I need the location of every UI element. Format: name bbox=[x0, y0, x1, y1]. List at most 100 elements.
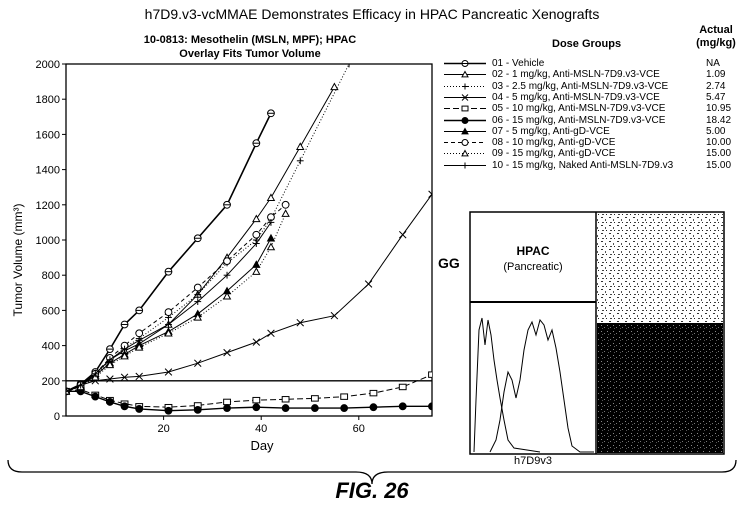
data-point bbox=[461, 70, 469, 78]
data-point bbox=[223, 404, 231, 412]
y-tick-label: 600 bbox=[42, 305, 60, 317]
data-point bbox=[461, 139, 469, 147]
legend-item: 04 - 5 mg/kg, Anti-MSLN-7D9.v3-VCE 5.47 bbox=[442, 92, 742, 103]
data-point bbox=[193, 313, 203, 321]
data-point bbox=[135, 329, 144, 338]
data-point bbox=[252, 230, 261, 239]
chart-title: h7D9.v3-vcMMAE Demonstrates Efficacy in … bbox=[144, 6, 600, 22]
data-point bbox=[428, 402, 432, 411]
y-tick-label: 400 bbox=[42, 341, 60, 353]
inset-x-label: h7D9v3 bbox=[514, 455, 552, 467]
data-point bbox=[281, 200, 290, 209]
data-point bbox=[252, 240, 260, 247]
data-point bbox=[223, 200, 231, 209]
y-tick-label: 2000 bbox=[36, 59, 60, 71]
x-tick-label: 60 bbox=[353, 423, 365, 435]
data-point bbox=[296, 157, 304, 165]
data-point bbox=[461, 149, 469, 157]
data-point bbox=[91, 392, 100, 401]
data-point bbox=[164, 328, 173, 337]
series-10 bbox=[66, 219, 275, 395]
legend-value-heading-line2: (mg/kg) bbox=[696, 37, 736, 49]
data-point bbox=[106, 356, 114, 364]
legend-actual-dose: 18.42 bbox=[706, 114, 732, 126]
legend-item: 02 - 1 mg/kg, Anti-MSLN-7D9.v3-VCE 1.09 bbox=[442, 69, 742, 80]
data-point bbox=[164, 406, 173, 415]
legend-label: 02 - 1 mg/kg, Anti-MSLN-7D9.v3-VCE bbox=[492, 69, 660, 81]
data-point bbox=[120, 402, 129, 411]
series-6 bbox=[66, 387, 432, 415]
data-point bbox=[223, 271, 231, 279]
legend-actual-dose: 10.95 bbox=[706, 103, 732, 115]
microscopy-image-dark bbox=[597, 323, 723, 453]
data-point bbox=[77, 381, 85, 389]
data-point bbox=[252, 139, 261, 148]
y-tick-label: 0 bbox=[54, 411, 60, 423]
data-point bbox=[120, 373, 129, 382]
data-point bbox=[194, 298, 202, 305]
data-point bbox=[340, 404, 349, 412]
data-point bbox=[194, 359, 202, 367]
legend-symbol bbox=[444, 94, 486, 101]
legend-actual-dose: 5.47 bbox=[706, 91, 726, 103]
chart-subtitle-line2: Overlay Fits Tumor Volume bbox=[179, 48, 321, 60]
legend-item: 06 - 15 mg/kg, Anti-MSLN-7D9.v3-VCE 18.42 bbox=[442, 115, 742, 126]
legend-item: 01 - Vehicle NA bbox=[442, 58, 742, 69]
data-point bbox=[165, 321, 172, 328]
legend-item: 09 - 15 mg/kg, Anti-gD-VCE 15.00 bbox=[442, 148, 742, 159]
data-point bbox=[267, 329, 275, 338]
legend-label: 01 - Vehicle bbox=[492, 58, 545, 69]
y-tick-label: 1400 bbox=[36, 165, 60, 177]
data-point bbox=[66, 387, 70, 395]
y-tick-label: 1600 bbox=[36, 129, 60, 141]
legend-value-heading-line1: Actual bbox=[699, 24, 733, 36]
x-axis-label: Day bbox=[250, 438, 274, 453]
legend-item: 03 - 2.5 mg/kg, Anti-MSLN-7D9.v3-VCE 2.74 bbox=[442, 81, 742, 92]
data-point bbox=[164, 308, 173, 317]
data-point bbox=[135, 372, 143, 381]
legend-heading: Dose Groups bbox=[552, 38, 622, 50]
data-point bbox=[369, 389, 378, 397]
data-point bbox=[462, 162, 468, 169]
data-point bbox=[223, 257, 231, 266]
chart-subtitle-line1: 10-0813: Mesothelin (MSLN, MPF); HPAC bbox=[143, 34, 357, 46]
legend-label: 10 - 15 mg/kg, Naked Anti-MSLN-7D9.v3 bbox=[492, 159, 674, 171]
legend-actual-dose: 2.74 bbox=[706, 80, 726, 92]
data-point bbox=[462, 83, 468, 90]
y-tick-label: 1200 bbox=[36, 200, 60, 212]
inset-title: HPAC bbox=[516, 244, 550, 258]
series-line bbox=[66, 374, 432, 408]
inset-border bbox=[469, 211, 725, 455]
legend-item: 10 - 15 mg/kg, Naked Anti-MSLN-7D9.v3 15.… bbox=[442, 160, 742, 171]
legend-symbol bbox=[444, 105, 486, 112]
series-line bbox=[66, 390, 432, 412]
data-point bbox=[120, 351, 129, 360]
data-point bbox=[281, 209, 290, 217]
x-tick-label: 20 bbox=[157, 423, 169, 435]
data-point bbox=[135, 405, 144, 413]
data-point bbox=[194, 291, 202, 298]
legend-actual-dose: 1.09 bbox=[706, 69, 726, 81]
data-point bbox=[345, 64, 353, 68]
legend-symbol bbox=[444, 139, 486, 147]
data-point bbox=[120, 320, 129, 329]
data-point bbox=[266, 242, 276, 251]
data-point bbox=[193, 283, 202, 292]
series-line bbox=[66, 213, 287, 392]
data-point bbox=[461, 127, 469, 135]
x-tick-label: 40 bbox=[255, 423, 267, 435]
data-point bbox=[310, 404, 319, 412]
figure-label: FIG. 26 bbox=[335, 478, 409, 503]
legend-label: 03 - 2.5 mg/kg, Anti-MSLN-7D9.v3-VCE bbox=[492, 80, 669, 92]
data-point bbox=[223, 348, 231, 357]
series-line bbox=[66, 193, 432, 392]
data-point bbox=[296, 318, 304, 327]
legend-label: 06 - 15 mg/kg, Anti-MSLN-7D9.v3-VCE bbox=[492, 114, 666, 126]
legend-actual-dose: 15.00 bbox=[706, 159, 732, 171]
legend-symbol bbox=[444, 70, 486, 78]
data-point bbox=[267, 109, 275, 118]
data-point bbox=[252, 403, 261, 412]
legend-symbol bbox=[444, 116, 486, 124]
